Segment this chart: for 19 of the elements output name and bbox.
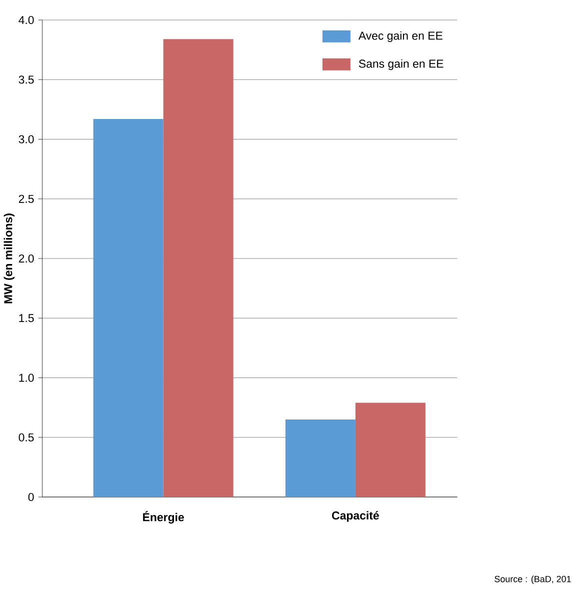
legend-label: Sans gain en EE <box>358 59 444 70</box>
y-tick-label: 1.0 <box>19 374 34 382</box>
y-tick-label: 4.0 <box>18 16 34 24</box>
x-tick-label: Énergie <box>142 511 184 524</box>
legend-label: Avec gain en EE <box>358 31 442 42</box>
bar <box>355 402 426 497</box>
x-tick-label: Capacité <box>332 511 379 522</box>
y-tick-label: 0.5 <box>18 433 34 442</box>
y-tick-label: 2.0 <box>18 254 34 263</box>
y-axis-title: MW (en millions) <box>4 214 14 304</box>
y-tick-label: 3.5 <box>18 76 34 84</box>
bar <box>163 39 234 497</box>
source-note: Source : (BaD, 201 <box>494 576 571 584</box>
y-tick-label: 2.5 <box>18 194 34 203</box>
y-tick-label: 3.0 <box>18 135 34 144</box>
y-tick-label: 0 <box>28 492 34 502</box>
y-tick-label: 1.5 <box>19 314 34 322</box>
bar <box>285 419 356 497</box>
bar <box>93 118 164 497</box>
